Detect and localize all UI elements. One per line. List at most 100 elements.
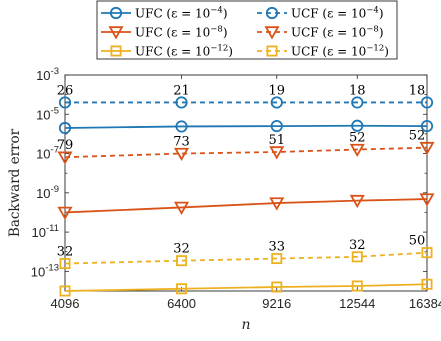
data-label: 21: [173, 83, 190, 98]
legend-label-text: UCF (ε = 10: [291, 45, 366, 59]
legend-label-exponent: −4: [366, 6, 379, 16]
legend-label-close: ): [379, 26, 384, 40]
legend-marker: [265, 6, 279, 20]
legend-label-exponent: −12: [366, 44, 384, 54]
data-point: [421, 278, 433, 290]
y-tick-label: 10-13: [31, 262, 59, 279]
data-point: [176, 283, 188, 295]
y-tick-label-exponent: -9: [51, 184, 59, 195]
data-point: [270, 96, 283, 109]
data-point: [175, 120, 188, 133]
x-tick-label: 12544: [339, 296, 375, 311]
y-tick-label-base: 10: [36, 107, 50, 122]
y-axis-label: Backward error: [7, 128, 23, 237]
legend-label-text: UFC (ε = 10: [135, 26, 210, 40]
legend-label: UCF (ε = 10−12): [291, 44, 389, 59]
legend-label-exponent: −8: [210, 25, 223, 35]
data-label: 51: [268, 133, 285, 148]
series-line: [64, 251, 428, 265]
y-tick-label: 10-11: [32, 223, 60, 240]
legend-label-close: ): [384, 45, 389, 59]
legend-marker: [110, 45, 122, 57]
legend-marker: [109, 6, 123, 20]
data-point: [59, 285, 71, 297]
data-point: [57, 206, 73, 220]
legend-label-close: ): [223, 7, 228, 21]
data-point: [57, 151, 73, 165]
data-label: 52: [409, 129, 426, 144]
data-label: 18: [409, 83, 426, 98]
x-axis-label: n: [241, 317, 250, 333]
series-line: [64, 124, 428, 129]
series-line: [64, 283, 428, 292]
data-point: [271, 281, 283, 293]
legend-label-text: UFC (ε = 10: [135, 7, 210, 21]
axes-box: [64, 74, 428, 292]
legend-label: UFC (ε = 10−8): [135, 25, 228, 40]
y-tick-label-exponent: -11: [46, 223, 59, 234]
legend-label-exponent: −8: [366, 25, 379, 35]
data-label: 33: [268, 240, 285, 255]
data-label: 32: [57, 245, 74, 260]
y-tick-label-exponent: -3: [51, 66, 59, 77]
legend-label-text: UFC (ε = 10: [135, 45, 210, 59]
data-point: [269, 197, 285, 211]
legend-label-close: ): [228, 45, 233, 59]
legend-label-close: ): [223, 26, 228, 40]
data-point: [349, 143, 365, 158]
data-point: [59, 258, 71, 270]
data-point: [420, 119, 434, 133]
legend-marker: [266, 45, 278, 57]
y-tick-label: 10-7: [36, 145, 59, 162]
legend-label-exponent: −12: [210, 44, 228, 54]
legend-label-close: ): [379, 7, 384, 21]
legend: UFC (ε = 10−4) UCF (ε = 10−4)UFC (ε = 10−…: [96, 0, 398, 60]
data-point: [419, 193, 435, 207]
x-tick-label: 16384: [409, 296, 441, 311]
data-point: [421, 247, 433, 259]
data-point: [351, 251, 363, 263]
legend-label: UCF (ε = 10−4): [291, 6, 384, 21]
y-tick-label-base: 10: [36, 147, 50, 162]
y-tick-label-base: 10: [31, 264, 45, 279]
legend-label: UFC (ε = 10−4): [135, 6, 228, 21]
data-point: [58, 121, 72, 135]
data-point: [351, 119, 364, 132]
data-point: [270, 119, 283, 133]
series-line: [64, 198, 428, 214]
x-tick-label: 6400: [167, 296, 196, 311]
data-label: 50: [409, 234, 426, 249]
legend-marker: [108, 26, 124, 40]
legend-label: UFC (ε = 10−12): [135, 44, 233, 59]
legend-label-exponent: −4: [210, 6, 223, 16]
data-label: 26: [57, 83, 74, 98]
data-point: [175, 96, 188, 109]
data-label: 19: [268, 83, 285, 98]
data-label: 32: [173, 242, 190, 257]
y-tick-label: 10-9: [36, 184, 59, 201]
data-label: 52: [349, 131, 366, 146]
x-tick-label: 9216: [262, 296, 291, 311]
data-label: 73: [173, 135, 190, 150]
legend-label: UCF (ε = 10−8): [291, 25, 384, 40]
data-label: 32: [349, 238, 366, 253]
y-tick-label-exponent: -5: [51, 105, 59, 116]
y-tick-label-base: 10: [36, 186, 50, 201]
legend-label-text: UCF (ε = 10: [291, 26, 366, 40]
data-point: [351, 96, 364, 109]
y-tick-label-base: 10: [36, 68, 50, 83]
data-point: [173, 147, 190, 162]
data-point: [420, 96, 434, 109]
data-point: [58, 96, 72, 109]
legend-marker: [264, 26, 280, 40]
legend-box: [96, 0, 398, 60]
data-point: [351, 280, 363, 292]
legend-label-text: UCF (ε = 10: [291, 7, 366, 21]
series-line: [64, 146, 428, 159]
data-point: [173, 201, 190, 215]
y-tick-label: 10-5: [36, 105, 59, 122]
y-tick-label: 10-3: [36, 66, 59, 83]
y-tick-label-exponent: -13: [45, 262, 59, 273]
